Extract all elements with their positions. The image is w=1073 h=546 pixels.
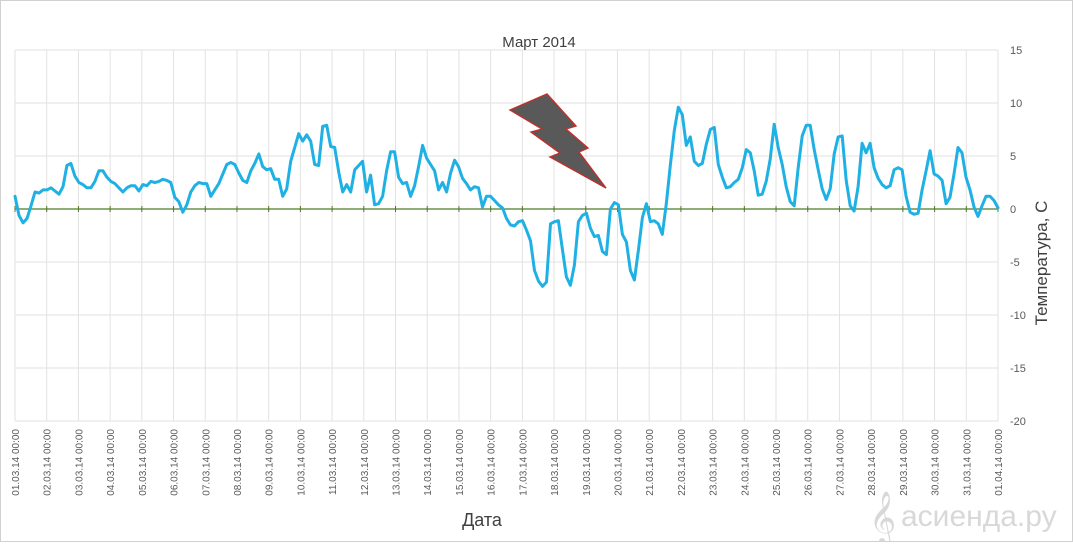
watermark-text: асиенда.ру — [901, 500, 1057, 533]
x-tick-label: 27.03.14 00:00 — [835, 429, 846, 496]
y-tick-label: 0 — [1010, 204, 1016, 216]
x-tick-label: 07.03.14 00:00 — [201, 429, 212, 496]
y-axis-tick-labels: 15 10 5 0 -5 -10 -15 -20 — [1010, 45, 1026, 428]
x-tick-label: 03.03.14 00:00 — [74, 429, 85, 496]
chart-title: Март 2014 — [502, 34, 575, 51]
treble-clef-icon: 𝄞 — [869, 491, 896, 541]
x-tick-label: 29.03.14 00:00 — [899, 429, 910, 496]
temperature-series-line — [13, 105, 1000, 288]
x-tick-label: 30.03.14 00:00 — [931, 429, 942, 496]
x-tick-label: 21.03.14 00:00 — [645, 429, 656, 496]
x-tick-label: 24.03.14 00:00 — [740, 429, 751, 496]
x-axis-tick-labels: 01.03.14 00:00 02.03.14 00:00 03.03.14 00:… — [11, 429, 1005, 496]
x-tick-label: 11.03.14 00:00 — [328, 429, 339, 495]
y-tick-label: -5 — [1010, 257, 1020, 269]
lightning-bolt-icon — [508, 93, 607, 189]
x-tick-label: 22.03.14 00:00 — [677, 429, 688, 496]
y-tick-label: 10 — [1010, 98, 1022, 110]
y-tick-label: -15 — [1010, 363, 1026, 375]
x-tick-label: 15.03.14 00:00 — [455, 429, 466, 496]
x-tick-label: 31.03.14 00:00 — [962, 429, 973, 496]
x-tick-label: 01.04.14 00:00 — [994, 429, 1005, 496]
x-tick-label: 28.03.14 00:00 — [867, 429, 878, 496]
watermark: 𝄞 асиенда.ру — [869, 491, 1057, 546]
x-tick-label: 08.03.14 00:00 — [233, 429, 244, 496]
x-tick-label: 01.03.14 00:00 — [11, 429, 22, 496]
x-tick-label: 06.03.14 00:00 — [170, 429, 181, 496]
x-tick-label: 17.03.14 00:00 — [518, 429, 529, 496]
y-tick-label: -20 — [1010, 416, 1026, 428]
x-tick-label: 16.03.14 00:00 — [487, 429, 498, 496]
x-tick-label: 10.03.14 00:00 — [296, 429, 307, 496]
y-tick-label: 5 — [1010, 151, 1016, 163]
x-tick-label: 26.03.14 00:00 — [804, 429, 815, 496]
x-tick-label: 13.03.14 00:00 — [392, 429, 403, 496]
x-tick-label: 18.03.14 00:00 — [550, 429, 561, 496]
x-tick-label: 14.03.14 00:00 — [423, 429, 434, 496]
x-tick-label: 25.03.14 00:00 — [772, 429, 783, 496]
x-tick-label: 19.03.14 00:00 — [582, 429, 593, 496]
y-tick-label: 15 — [1010, 45, 1022, 57]
y-tick-label: -10 — [1010, 310, 1026, 322]
x-tick-label: 23.03.14 00:00 — [709, 429, 720, 496]
x-tick-label: 05.03.14 00:00 — [138, 429, 149, 496]
gridlines — [14, 49, 999, 422]
y-axis-title: Температура, С — [1032, 201, 1051, 326]
x-tick-label: 20.03.14 00:00 — [613, 429, 624, 496]
x-tick-label: 02.03.14 00:00 — [43, 429, 54, 496]
x-tick-label: 04.03.14 00:00 — [106, 429, 117, 496]
x-tick-label: 09.03.14 00:00 — [265, 429, 276, 496]
x-axis-title: Дата — [462, 510, 503, 530]
x-tick-label: 12.03.14 00:00 — [360, 429, 371, 496]
